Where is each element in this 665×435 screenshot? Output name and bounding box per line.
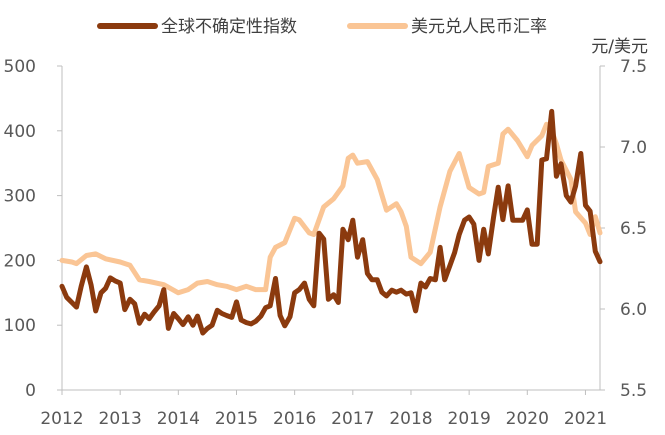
- right-axis-tick-label: 7.0: [620, 138, 647, 158]
- x-axis-tick-label: 2012: [40, 409, 83, 429]
- left-axis-tick-label: 200: [4, 251, 36, 271]
- right-axis-unit: 元/美元: [591, 37, 648, 57]
- right-axis-tick-label: 7.5: [620, 57, 647, 77]
- x-axis-tick-label: 2015: [215, 409, 258, 429]
- x-axis-tick-label: 2016: [273, 409, 316, 429]
- series-layer: [59, 108, 603, 336]
- legend-label-uncertainty-index: 全球不确定性指数: [161, 17, 297, 37]
- legend-label-usd-cny: 美元兑人民币汇率: [411, 17, 547, 37]
- left-axis-tick-label: 300: [4, 187, 36, 207]
- axes: [61, 66, 601, 391]
- x-axis-tick-label: 2021: [564, 409, 607, 429]
- left-axis-tick-label: 400: [4, 122, 36, 142]
- legend: 全球不确定性指数 美元兑人民币汇率: [97, 17, 547, 37]
- x-axis-tick-label: 2017: [331, 409, 374, 429]
- series-line-usd-cny: [59, 121, 603, 296]
- x-axis-tick-label: 2019: [448, 409, 491, 429]
- right-axis-tick-label: 5.5: [620, 381, 647, 401]
- left-axis-tick-label: 0: [25, 381, 36, 401]
- tick-labels: 0 100 200 300 400 500 5.5 6.0 6.5 7.0 7.5 2012 2013 2…: [4, 57, 648, 429]
- right-axis-tick-label: 6.0: [620, 300, 647, 320]
- left-axis-tick-label: 100: [4, 316, 36, 336]
- x-axis-tick-label: 2014: [157, 409, 200, 429]
- series-line-uncertainty-index: [59, 108, 603, 336]
- x-axis-tick-label: 2013: [99, 409, 142, 429]
- right-axis-tick-label: 6.5: [620, 219, 647, 239]
- x-axis-tick-label: 2018: [389, 409, 432, 429]
- x-axis-tick-label: 2020: [506, 409, 549, 429]
- left-axis-tick-label: 500: [4, 57, 36, 77]
